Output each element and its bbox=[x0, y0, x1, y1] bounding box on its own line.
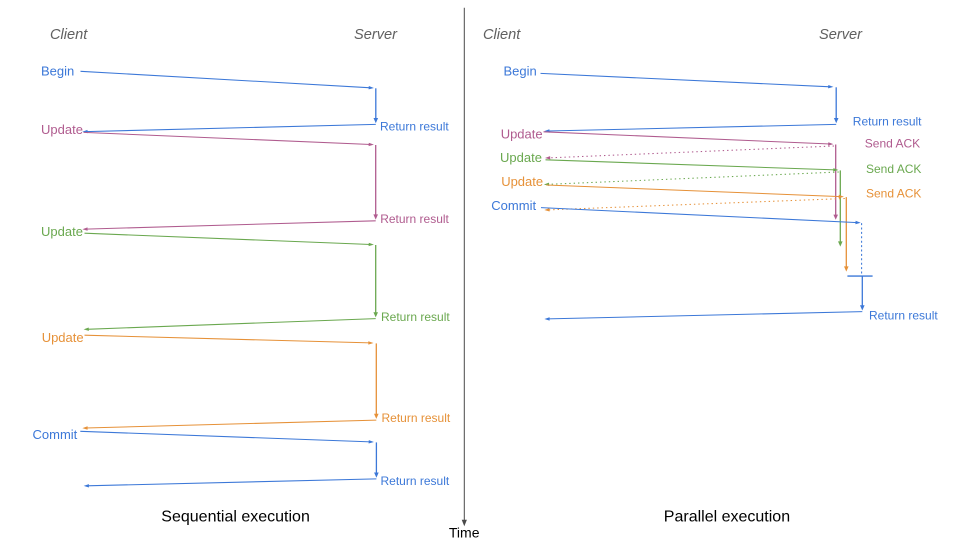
svg-text:Parallel execution: Parallel execution bbox=[664, 508, 790, 525]
svg-text:Send ACK: Send ACK bbox=[866, 162, 921, 176]
svg-text:Return result: Return result bbox=[380, 212, 449, 226]
svg-text:Commit: Commit bbox=[33, 427, 78, 442]
svg-text:Begin: Begin bbox=[41, 64, 74, 79]
svg-text:Server: Server bbox=[819, 27, 863, 43]
svg-text:Client: Client bbox=[483, 27, 521, 43]
svg-text:Return result: Return result bbox=[380, 119, 449, 133]
svg-text:Update: Update bbox=[501, 174, 543, 189]
svg-text:Update: Update bbox=[500, 150, 542, 165]
svg-text:Client: Client bbox=[50, 27, 88, 43]
svg-text:Update: Update bbox=[501, 126, 543, 141]
svg-text:Return result: Return result bbox=[381, 310, 450, 324]
svg-text:Return result: Return result bbox=[869, 309, 938, 323]
svg-text:Commit: Commit bbox=[491, 198, 536, 213]
svg-text:Send ACK: Send ACK bbox=[865, 136, 920, 150]
svg-text:Time: Time bbox=[449, 525, 480, 540]
svg-text:Return result: Return result bbox=[853, 115, 922, 129]
svg-text:Server: Server bbox=[354, 27, 398, 43]
svg-text:Update: Update bbox=[41, 122, 83, 137]
svg-text:Update: Update bbox=[41, 224, 83, 239]
svg-text:Send ACK: Send ACK bbox=[866, 186, 921, 200]
svg-text:Return result: Return result bbox=[381, 474, 450, 488]
svg-text:Return result: Return result bbox=[382, 411, 451, 425]
svg-text:Sequential execution: Sequential execution bbox=[161, 508, 310, 525]
svg-text:Begin: Begin bbox=[504, 64, 537, 79]
svg-text:Update: Update bbox=[42, 330, 84, 345]
